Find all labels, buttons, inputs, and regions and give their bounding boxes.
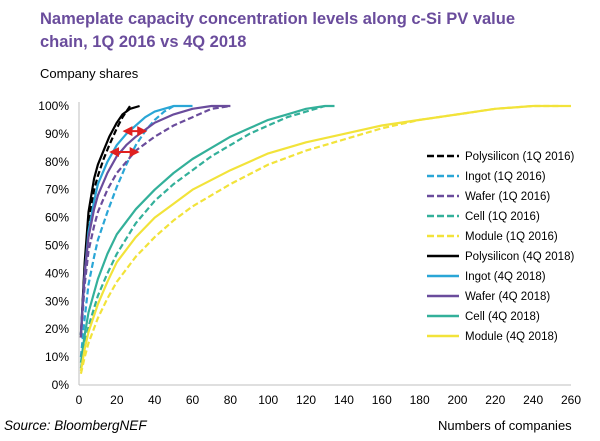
legend-label: Polysilicon (1Q 2016): [465, 151, 574, 163]
legend-label: Ingot (4Q 2018): [465, 271, 546, 283]
y-tick-label: 60%: [45, 211, 69, 225]
y-tick-label: 0%: [52, 378, 70, 392]
x-tick-label: 0: [76, 393, 83, 407]
y-tick-label: 10%: [45, 350, 69, 364]
y-tick-label: 80%: [45, 155, 69, 169]
y-tick-label: 90%: [45, 127, 69, 141]
legend-label: Wafer (1Q 2016): [465, 191, 550, 203]
legend-label: Module (1Q 2016): [465, 231, 558, 243]
x-tick-label: 140: [334, 393, 354, 407]
series-line-module-1q-2016: [79, 104, 562, 375]
series-line-wafer-4q-2018: [79, 104, 231, 335]
series-line-polysilicon-4q-2018: [79, 104, 140, 335]
y-tick-label: 50%: [45, 239, 69, 253]
series-line-cell-4q-2018: [79, 104, 335, 363]
x-tick-label: 240: [523, 393, 543, 407]
x-tick-label: 120: [296, 393, 316, 407]
x-tick-label: 220: [485, 393, 505, 407]
legend-label: Polysilicon (4Q 2018): [465, 251, 574, 263]
y-tick-label: 100%: [38, 99, 69, 113]
legend-label: Ingot (1Q 2016): [465, 171, 546, 183]
series-line-module-4q-2018: [79, 104, 571, 372]
x-tick-label: 20: [110, 393, 124, 407]
x-tick-label: 200: [447, 393, 467, 407]
x-tick-label: 60: [186, 393, 200, 407]
series-line-wafer-1q-2016: [79, 104, 231, 338]
x-tick-label: 80: [224, 393, 238, 407]
legend-label: Cell (1Q 2016): [465, 211, 540, 223]
series-line-cell-1q-2016: [79, 104, 326, 369]
x-tick-label: 40: [148, 393, 162, 407]
x-tick-label: 260: [561, 393, 581, 407]
x-axis-label: Numbers of companies: [438, 418, 572, 433]
series-line-ingot-4q-2018: [79, 104, 193, 335]
y-axis-label: Company shares: [40, 66, 139, 81]
series-line-ingot-1q-2016: [79, 105, 175, 358]
legend-label: Wafer (4Q 2018): [465, 291, 550, 303]
source-note: Source: BloombergNEF: [4, 418, 147, 433]
y-tick-label: 20%: [45, 322, 69, 336]
x-tick-label: 180: [410, 393, 430, 407]
legend-label: Module (4Q 2018): [465, 331, 558, 343]
y-tick-label: 70%: [45, 183, 69, 197]
x-tick-label: 100: [258, 393, 278, 407]
legend-label: Cell (4Q 2018): [465, 311, 540, 323]
x-tick-label: 160: [372, 393, 392, 407]
chart-title: Nameplate capacity concentration levels …: [40, 10, 516, 51]
y-tick-label: 40%: [45, 266, 69, 280]
y-tick-label: 30%: [45, 294, 69, 308]
